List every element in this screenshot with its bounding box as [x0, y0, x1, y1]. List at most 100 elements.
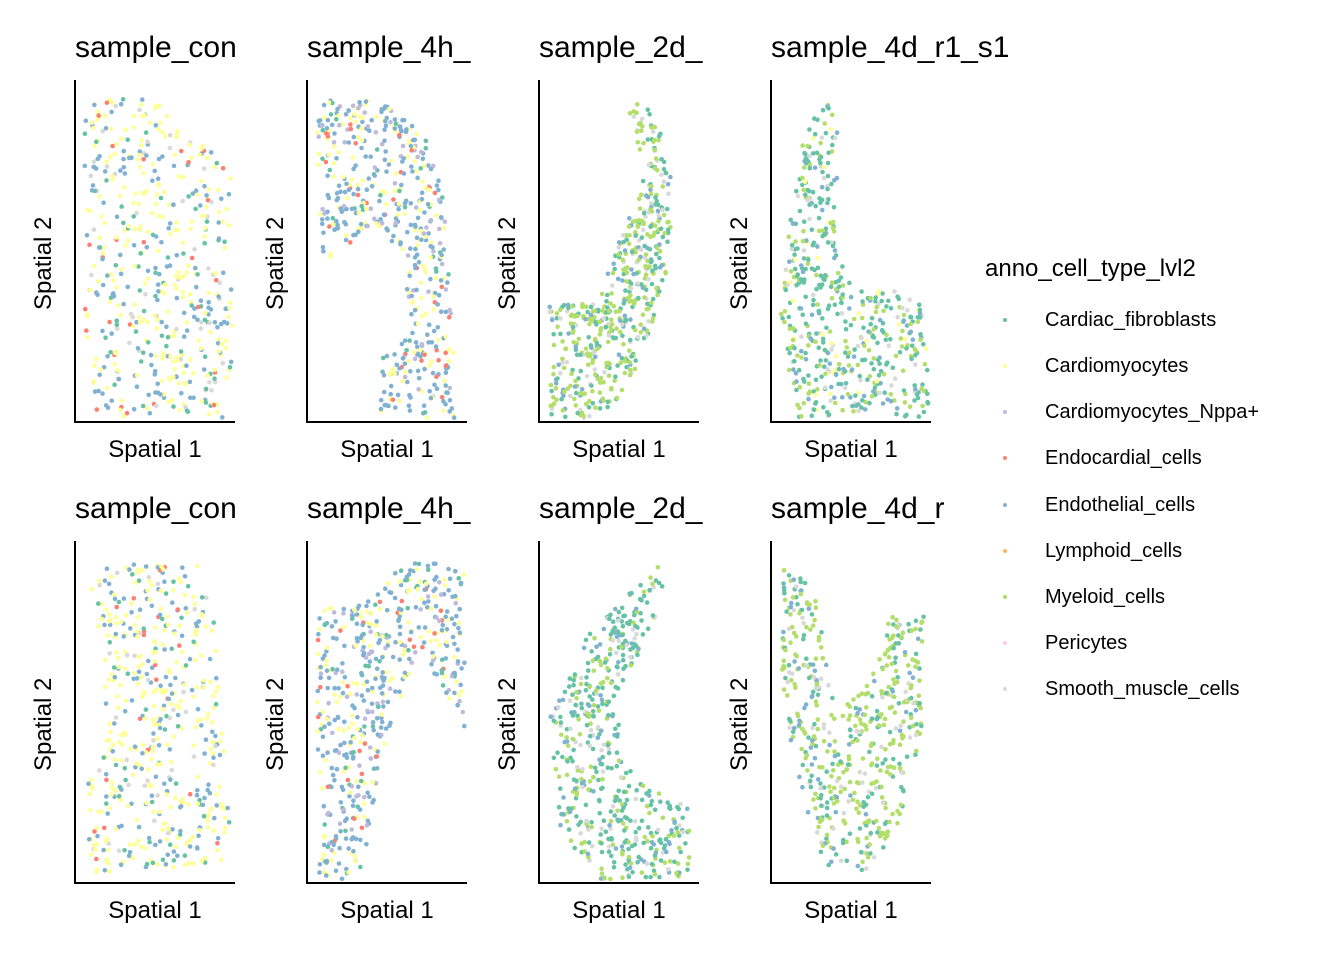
cell-point	[424, 311, 429, 317]
cell-point	[663, 170, 669, 176]
cell-point	[188, 395, 193, 401]
cell-point	[194, 284, 199, 290]
cell-point	[867, 818, 872, 823]
cell-point	[345, 777, 351, 783]
cell-point	[201, 166, 207, 171]
cell-point	[324, 860, 329, 865]
cell-point	[195, 706, 201, 712]
cell-point	[401, 171, 407, 176]
cell-point	[821, 738, 827, 744]
cell-point	[184, 328, 190, 333]
cell-point	[863, 399, 868, 405]
cell-point	[578, 391, 583, 396]
cell-point	[195, 801, 201, 807]
cell-point	[138, 251, 143, 256]
cell-point	[331, 140, 337, 145]
cell-point	[416, 375, 422, 381]
cell-point	[417, 347, 423, 353]
cell-point	[195, 718, 201, 724]
cell-point	[359, 670, 364, 676]
cell-point	[595, 735, 601, 741]
cell-point	[573, 344, 579, 349]
cell-point	[166, 696, 172, 702]
cell-point	[633, 233, 638, 238]
cell-point	[925, 367, 930, 373]
cell-point	[893, 353, 899, 359]
cell-point	[582, 839, 587, 845]
cell-point	[821, 175, 827, 181]
cell-point	[792, 681, 797, 687]
cell-point	[116, 376, 122, 382]
cell-point	[587, 743, 593, 748]
cell-point	[364, 679, 370, 685]
cell-point	[573, 390, 579, 396]
cell-point	[831, 846, 836, 851]
cell-point	[674, 870, 679, 876]
cell-point	[565, 759, 570, 764]
cell-point	[896, 321, 902, 327]
cell-point	[811, 297, 816, 303]
cell-point	[419, 596, 425, 602]
cell-point	[202, 751, 207, 756]
cell-point	[131, 113, 137, 119]
cell-point	[397, 579, 403, 584]
cell-point	[326, 810, 331, 816]
cell-point	[846, 717, 851, 722]
cell-point	[791, 577, 797, 582]
cell-point	[382, 127, 387, 133]
cell-point	[131, 243, 137, 248]
cell-point	[875, 357, 881, 363]
cell-point	[908, 314, 913, 320]
cell-point	[864, 683, 870, 689]
cell-point	[845, 391, 851, 397]
cell-point	[441, 247, 447, 252]
cell-point	[802, 150, 807, 156]
cell-point	[590, 401, 596, 406]
cell-point	[408, 143, 414, 149]
cell-point	[564, 772, 570, 778]
cell-point	[397, 398, 402, 404]
cell-point	[798, 588, 803, 594]
cell-point	[392, 126, 398, 131]
cell-point	[827, 730, 832, 736]
cell-point	[793, 685, 798, 690]
x-axis-label: Spatial 1	[108, 897, 202, 924]
cell-point	[356, 603, 362, 609]
panel-title: sample_2d_	[539, 31, 703, 64]
cell-point	[384, 226, 389, 231]
cell-point	[114, 322, 120, 328]
cell-point	[109, 398, 114, 404]
cell-point	[855, 799, 860, 804]
cell-point	[628, 367, 633, 373]
cell-point	[387, 106, 392, 112]
cell-point	[164, 264, 170, 269]
cell-point	[807, 216, 812, 222]
cell-point	[377, 198, 382, 204]
cell-point	[590, 388, 595, 394]
cell-point	[141, 317, 147, 323]
cell-point	[608, 818, 614, 824]
cell-point	[87, 791, 92, 797]
cell-point	[374, 221, 379, 226]
cell-point	[647, 112, 652, 117]
cell-point	[799, 355, 804, 360]
cell-point	[812, 116, 817, 121]
cell-point	[428, 395, 434, 401]
cell-point	[663, 269, 668, 275]
cell-point	[800, 175, 805, 181]
cell-point	[127, 567, 132, 572]
cell-point	[113, 103, 118, 109]
cell-point	[810, 741, 815, 747]
cell-point	[136, 315, 142, 320]
cell-point	[836, 381, 841, 387]
cell-point	[587, 733, 593, 739]
cell-point	[158, 717, 163, 722]
cell-point	[881, 371, 887, 377]
cell-point	[824, 769, 829, 774]
cell-point	[398, 568, 404, 573]
cell-point	[113, 631, 119, 637]
cell-point	[633, 829, 638, 835]
cell-point	[176, 576, 182, 581]
cell-point	[586, 713, 592, 718]
cell-point	[429, 240, 434, 245]
